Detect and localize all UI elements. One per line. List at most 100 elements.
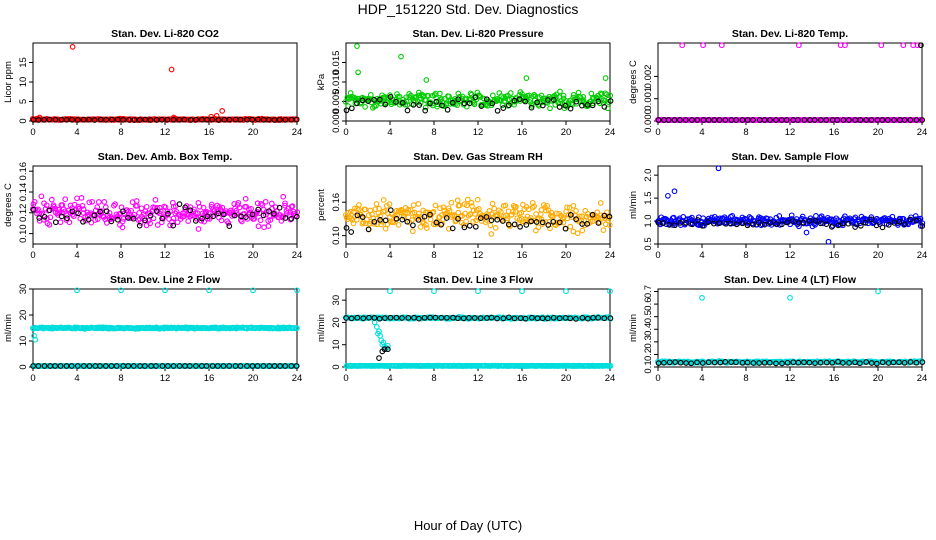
data-point bbox=[432, 314, 439, 321]
x-tick-label: 24 bbox=[605, 373, 616, 384]
data-point bbox=[216, 203, 223, 210]
series-reference bbox=[30, 116, 300, 123]
x-tick-label: 4 bbox=[74, 250, 79, 261]
data-point bbox=[359, 214, 366, 220]
data-point bbox=[755, 219, 762, 226]
data-point bbox=[597, 200, 604, 206]
data-point bbox=[562, 102, 569, 109]
data-point bbox=[461, 100, 468, 107]
data-point bbox=[533, 219, 540, 225]
data-point bbox=[705, 219, 711, 225]
data-point bbox=[38, 193, 45, 200]
data-point bbox=[422, 104, 429, 111]
data-point bbox=[220, 324, 226, 331]
data-point bbox=[195, 226, 202, 232]
data-point bbox=[145, 217, 152, 224]
data-point bbox=[86, 116, 92, 123]
data-point bbox=[779, 360, 785, 367]
data-point bbox=[354, 100, 360, 107]
data-point bbox=[812, 360, 818, 366]
series-reference bbox=[30, 363, 300, 369]
data-point bbox=[739, 220, 746, 227]
data-point bbox=[505, 221, 512, 228]
data-point-outlier bbox=[355, 69, 361, 76]
data-point bbox=[63, 116, 70, 123]
data-point bbox=[153, 117, 160, 123]
data-point bbox=[58, 116, 65, 123]
data-point bbox=[671, 117, 678, 123]
panel-title: Stan. Dev. Line 2 Flow bbox=[110, 274, 221, 286]
x-tick-label: 8 bbox=[118, 127, 123, 138]
data-point bbox=[455, 315, 461, 322]
data-point bbox=[711, 359, 718, 366]
x-tick-label: 4 bbox=[699, 373, 704, 384]
y-tick-label: 0.000 bbox=[331, 109, 342, 133]
data-point bbox=[564, 204, 570, 211]
data-point bbox=[767, 117, 773, 123]
data-point-outlier bbox=[475, 288, 481, 295]
y-tick-label: 0.14 bbox=[18, 183, 29, 202]
data-point-outlier bbox=[607, 288, 613, 295]
y-axis-label: ml/min bbox=[3, 314, 14, 342]
data-point bbox=[209, 116, 216, 123]
data-point bbox=[159, 363, 166, 369]
data-point bbox=[142, 116, 149, 123]
data-point bbox=[868, 216, 875, 223]
y-tick-label: 10 bbox=[331, 339, 342, 350]
data-point bbox=[840, 117, 847, 123]
y-tick-label: 0.010 bbox=[331, 70, 342, 94]
data-point bbox=[546, 218, 553, 225]
data-point bbox=[41, 363, 48, 369]
data-point bbox=[348, 315, 355, 322]
y-axis-label: kPa bbox=[316, 73, 327, 90]
x-tick-label: 20 bbox=[873, 373, 884, 384]
data-point bbox=[722, 359, 729, 365]
data-point bbox=[147, 220, 153, 227]
data-point bbox=[907, 216, 914, 223]
data-point bbox=[80, 116, 87, 123]
y-tick-label: 2.0 bbox=[643, 169, 654, 182]
data-point bbox=[573, 98, 580, 105]
data-point bbox=[126, 117, 132, 123]
data-point bbox=[528, 104, 535, 111]
x-tick-label: 4 bbox=[387, 127, 392, 138]
x-tick-label: 20 bbox=[561, 373, 572, 384]
data-point bbox=[109, 116, 115, 123]
series-reference bbox=[343, 94, 614, 114]
data-point bbox=[362, 206, 369, 213]
data-point-outlier bbox=[718, 42, 725, 49]
data-point bbox=[237, 116, 244, 123]
data-point bbox=[143, 203, 150, 210]
panel-title: Stan. Dev. Line 4 (LT) Flow bbox=[724, 274, 857, 286]
y-tick-label: 0.12 bbox=[18, 204, 29, 223]
data-point bbox=[204, 116, 210, 123]
data-point bbox=[724, 217, 731, 224]
data-point bbox=[449, 99, 456, 106]
data-point bbox=[494, 216, 501, 223]
data-point bbox=[710, 220, 717, 227]
data-point bbox=[410, 101, 417, 108]
data-point bbox=[114, 216, 121, 223]
data-point-outlier bbox=[914, 42, 921, 49]
data-point bbox=[396, 93, 403, 100]
data-point bbox=[573, 216, 579, 223]
data-point bbox=[862, 219, 869, 226]
x-tick-label: 12 bbox=[785, 250, 796, 261]
data-point bbox=[255, 206, 262, 213]
data-point bbox=[46, 221, 53, 228]
data-point bbox=[531, 91, 538, 98]
panel-title: Stan. Dev. Gas Stream RH bbox=[413, 151, 542, 163]
data-point bbox=[410, 222, 416, 229]
data-point bbox=[517, 223, 523, 230]
data-point bbox=[727, 220, 734, 227]
data-point bbox=[560, 219, 567, 226]
data-point bbox=[343, 107, 350, 114]
data-point bbox=[142, 363, 148, 369]
data-point bbox=[57, 363, 64, 369]
data-point bbox=[454, 102, 461, 108]
data-point bbox=[464, 196, 471, 203]
data-point bbox=[801, 359, 807, 366]
data-point bbox=[52, 116, 59, 123]
data-point bbox=[689, 117, 695, 123]
data-point bbox=[857, 360, 863, 367]
